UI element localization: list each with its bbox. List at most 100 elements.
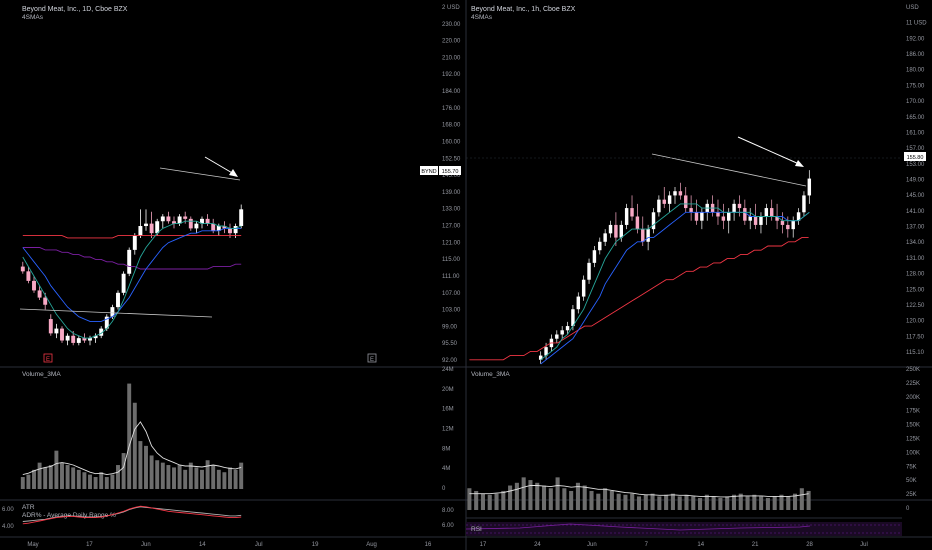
candle-up	[651, 212, 656, 230]
volume-ma-line	[469, 485, 809, 498]
candle-down	[678, 191, 683, 196]
volume-bar	[799, 488, 804, 510]
volume-bar	[32, 469, 36, 489]
right-indicator-label: 4SMAs	[471, 14, 493, 21]
volume-bar	[82, 472, 87, 489]
axis-tick-label: 165.00	[906, 115, 925, 121]
right-panel: Beyond Meat, Inc., 1h, Cboe BZX 4SMAs US…	[465, 5, 927, 548]
badge-price: 155.70	[442, 169, 459, 175]
left-resistance-trendline[interactable]	[159, 167, 241, 181]
candle-up	[65, 335, 70, 341]
axis-tick-label: 92.00	[442, 358, 458, 364]
right-arrow-annotation[interactable]	[737, 136, 804, 167]
right-time-axis[interactable]: 17 24 Jun 7 14 21 28 Jul	[480, 542, 868, 548]
rsi-pane: RSI	[465, 522, 902, 536]
volume-bar	[138, 441, 143, 489]
axis-tick-label: 115.00	[442, 257, 461, 263]
volume-bar	[528, 480, 533, 510]
candle-up	[624, 208, 629, 225]
left-time-axis[interactable]: May 17 Jun 14 Jul 19 Aug 16	[27, 542, 432, 548]
volume-bar	[177, 465, 182, 489]
volume-bar	[65, 465, 70, 489]
candle-down	[183, 216, 188, 219]
volume-bar	[609, 490, 614, 510]
left-support-trendline[interactable]	[19, 308, 213, 318]
candle-down	[775, 216, 779, 221]
earnings-marker[interactable]: E	[367, 353, 377, 363]
time-tick-label: 17	[480, 542, 487, 548]
left-currency-label: USD	[447, 5, 460, 11]
axis-tick-label: 16M	[442, 407, 454, 413]
candle-down	[43, 297, 48, 305]
candle-up	[673, 191, 677, 196]
axis-tick-label: 121.00	[442, 240, 461, 246]
volume-bar	[677, 496, 682, 510]
axis-tick-label: 99.00	[442, 324, 458, 330]
left-volume-label: Volume_3MA	[22, 371, 61, 378]
left-price-axis[interactable]: 2 230.00 220.00 210.00 192.00 184.00 176.00 168…	[442, 5, 461, 364]
axis-tick-label: 160.00	[442, 139, 461, 145]
volume-bar	[765, 498, 770, 510]
time-tick-label: 7	[645, 542, 649, 548]
left-volume-axis: 24M 20M 16M 12M 8M 4M 0	[442, 367, 454, 492]
time-tick-label: May	[27, 542, 38, 548]
candle-up	[748, 216, 752, 221]
candle-up	[727, 212, 731, 221]
axis-tick-label: 117.50	[906, 334, 925, 340]
axis-tick-label: 137.00	[906, 225, 925, 231]
right-resistance-trendline[interactable]	[651, 153, 807, 187]
axis-tick-label: 8M	[442, 446, 450, 452]
volume-bar	[166, 465, 171, 489]
volume-bar	[20, 477, 25, 489]
volume-bar	[575, 482, 580, 510]
axis-tick-label: 25K	[906, 492, 917, 498]
volume-bar	[596, 493, 601, 510]
volume-bar	[514, 482, 519, 510]
volume-bar	[684, 494, 689, 510]
axis-tick-label: 0	[906, 506, 910, 512]
right-volume-layer	[467, 477, 811, 510]
volume-bar	[104, 477, 109, 489]
axis-tick-label: 103.00	[442, 308, 461, 314]
left-arrow-annotation[interactable]	[204, 156, 238, 177]
time-tick-label: 14	[697, 542, 704, 548]
volume-bar	[54, 450, 59, 489]
candle-up	[576, 296, 581, 310]
candle-down	[205, 218, 210, 224]
candle-up	[110, 307, 115, 317]
time-tick-label: 14	[199, 542, 206, 548]
time-tick-label: 21	[752, 542, 759, 548]
volume-bar	[93, 477, 98, 489]
candle-up	[138, 226, 143, 236]
right-price-axis[interactable]: USD 11 USD 192.00 186.00 180.00 175.00 170.00 1…	[906, 5, 927, 356]
candle-up	[127, 249, 132, 274]
candle-down	[71, 335, 76, 343]
axis-tick-label: 125K	[906, 437, 920, 443]
axis-tick-label: 20M	[442, 387, 454, 393]
left-ma-layer	[22, 220, 242, 339]
volume-bar	[216, 469, 221, 489]
sma-slow-line	[22, 235, 242, 239]
volume-bar	[541, 485, 547, 510]
candle-down	[694, 212, 699, 221]
volume-bar	[127, 383, 132, 489]
candle-up	[565, 326, 570, 331]
volume-bar	[467, 488, 472, 510]
badge-price: 155.80	[907, 155, 924, 161]
axis-tick-label: 145.00	[906, 193, 925, 199]
earnings-marker[interactable]: E	[43, 353, 53, 363]
candle-down	[721, 216, 726, 221]
candle-up	[160, 216, 165, 222]
adr-line	[22, 505, 242, 525]
volume-bar	[43, 467, 48, 489]
candle-down	[630, 208, 634, 217]
axis-tick-label: 152.50	[442, 156, 461, 162]
sma-long-line	[22, 247, 242, 270]
axis-tick-label: 95.50	[442, 341, 458, 347]
candle-up	[555, 334, 559, 339]
sma-slow-line	[469, 237, 809, 361]
candle-up	[88, 338, 92, 341]
volume-bar	[752, 494, 757, 510]
candle-down	[149, 223, 154, 234]
volume-bar	[48, 465, 53, 489]
